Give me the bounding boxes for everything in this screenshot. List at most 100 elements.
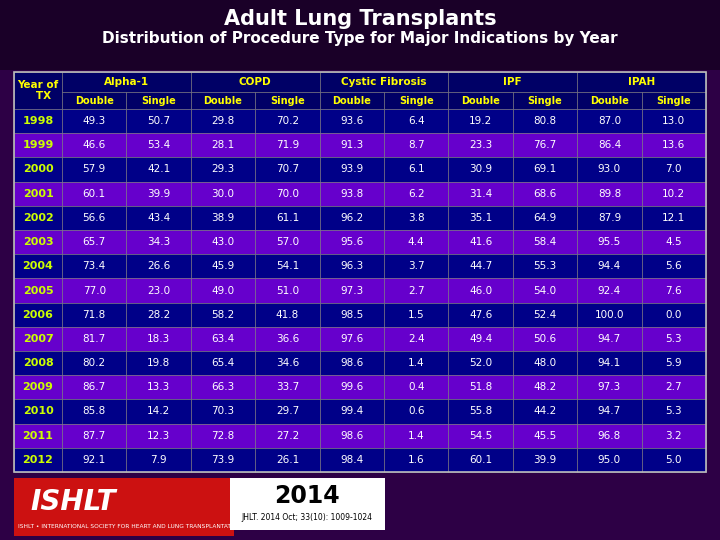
Bar	[0, 56, 720, 57]
Bar	[0, 13, 720, 14]
Bar	[513, 351, 577, 375]
Bar	[14, 478, 234, 536]
Bar	[642, 181, 706, 206]
Bar	[320, 279, 384, 302]
Bar	[384, 400, 449, 423]
Bar	[0, 0, 720, 1]
Bar	[449, 351, 513, 375]
Text: 1.5: 1.5	[408, 310, 425, 320]
Text: 71.9: 71.9	[276, 140, 299, 150]
Bar	[320, 109, 384, 133]
Text: 29.8: 29.8	[212, 116, 235, 126]
Bar	[0, 0, 720, 70]
Bar	[14, 109, 62, 133]
Text: 2.7: 2.7	[408, 286, 425, 295]
Bar	[0, 29, 720, 30]
Text: 70.3: 70.3	[212, 407, 235, 416]
Bar	[384, 109, 449, 133]
Text: 2001: 2001	[22, 188, 53, 199]
Text: 41.8: 41.8	[276, 310, 299, 320]
Bar	[255, 206, 320, 230]
Text: 43.4: 43.4	[147, 213, 170, 223]
Bar	[127, 448, 191, 472]
Text: 100.0: 100.0	[595, 310, 624, 320]
Bar	[0, 34, 720, 35]
Bar	[255, 400, 320, 423]
Text: 2007: 2007	[22, 334, 53, 344]
Bar	[642, 254, 706, 279]
Bar	[449, 109, 513, 133]
Text: 14.2: 14.2	[147, 407, 170, 416]
Text: 30.0: 30.0	[212, 188, 235, 199]
Text: 80.2: 80.2	[83, 358, 106, 368]
Bar	[642, 423, 706, 448]
Bar	[0, 18, 720, 19]
Bar	[642, 230, 706, 254]
Bar	[449, 133, 513, 157]
Text: Double: Double	[75, 96, 114, 105]
Text: 1.4: 1.4	[408, 358, 425, 368]
Bar	[642, 92, 706, 109]
Bar	[191, 92, 255, 109]
Bar	[0, 17, 720, 18]
Bar	[191, 157, 255, 181]
Text: 1.6: 1.6	[408, 455, 425, 465]
Bar	[642, 448, 706, 472]
Bar	[255, 448, 320, 472]
Bar	[577, 230, 642, 254]
Text: 48.2: 48.2	[534, 382, 557, 392]
Bar	[14, 72, 706, 472]
Bar	[513, 157, 577, 181]
Bar	[191, 133, 255, 157]
Bar	[449, 375, 513, 400]
Bar	[0, 27, 720, 28]
Bar	[577, 279, 642, 302]
Bar	[14, 181, 62, 206]
Bar	[577, 375, 642, 400]
Text: 4.4: 4.4	[408, 237, 425, 247]
Text: 34.6: 34.6	[276, 358, 299, 368]
Bar	[255, 230, 320, 254]
Bar	[191, 375, 255, 400]
Text: 94.4: 94.4	[598, 261, 621, 271]
Text: 54.0: 54.0	[534, 286, 557, 295]
Text: 99.6: 99.6	[340, 382, 364, 392]
Text: 72.8: 72.8	[212, 431, 235, 441]
Text: 95.0: 95.0	[598, 455, 621, 465]
Bar	[642, 327, 706, 351]
Bar	[255, 423, 320, 448]
Bar	[127, 400, 191, 423]
Text: 39.9: 39.9	[147, 188, 170, 199]
Text: 87.9: 87.9	[598, 213, 621, 223]
Bar	[0, 26, 720, 27]
Text: 66.3: 66.3	[212, 382, 235, 392]
Text: 49.4: 49.4	[469, 334, 492, 344]
Text: 1999: 1999	[22, 140, 54, 150]
Text: 57.9: 57.9	[83, 165, 106, 174]
Text: 71.8: 71.8	[83, 310, 106, 320]
Bar	[127, 109, 191, 133]
Bar	[513, 181, 577, 206]
Text: 13.3: 13.3	[147, 382, 170, 392]
Bar	[62, 375, 127, 400]
Bar	[191, 327, 255, 351]
Text: 97.3: 97.3	[598, 382, 621, 392]
Text: Distribution of Procedure Type for Major Indications by Year: Distribution of Procedure Type for Major…	[102, 31, 618, 46]
Bar	[384, 351, 449, 375]
Text: 2010: 2010	[22, 407, 53, 416]
Text: Alpha-1: Alpha-1	[104, 77, 149, 87]
Bar	[0, 14, 720, 15]
Bar	[449, 72, 577, 92]
Bar	[191, 351, 255, 375]
Text: 35.1: 35.1	[469, 213, 492, 223]
Bar	[642, 157, 706, 181]
Bar	[127, 351, 191, 375]
Bar	[577, 351, 642, 375]
Text: 45.9: 45.9	[212, 261, 235, 271]
Text: 55.3: 55.3	[534, 261, 557, 271]
Text: 86.7: 86.7	[83, 382, 106, 392]
Bar	[320, 375, 384, 400]
Text: 1.4: 1.4	[408, 431, 425, 441]
Bar	[449, 206, 513, 230]
Bar	[255, 157, 320, 181]
